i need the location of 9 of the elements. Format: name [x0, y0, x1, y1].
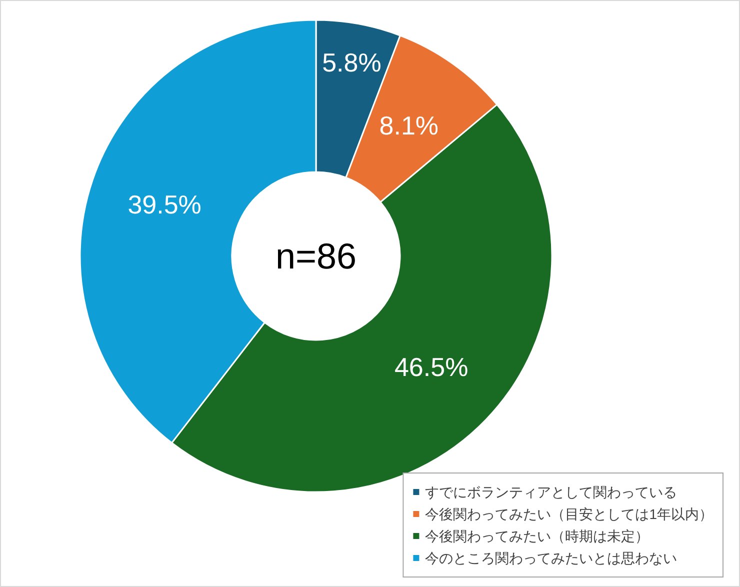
data-label: 8.1% [379, 110, 439, 141]
data-label: 46.5% [394, 352, 468, 382]
data-label: 5.8% [322, 47, 382, 78]
legend-label: すでにボランティアとして関わっている [425, 484, 678, 500]
legend-label: 今のところ関わってみたいとは思わない [425, 550, 678, 566]
text: n=86 [275, 236, 357, 276]
legend-label: 今後関わってみたい（目安としては1年以内） [425, 506, 713, 522]
data-label: 39.5% [128, 189, 202, 220]
legend-label: 今後関わってみたい（時期は未定） [425, 528, 650, 544]
